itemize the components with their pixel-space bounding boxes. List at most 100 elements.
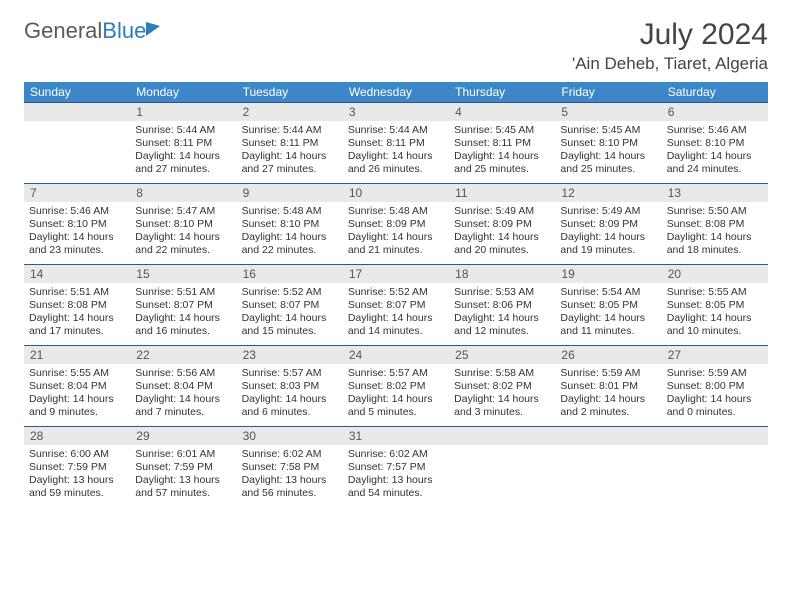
day-body: Sunrise: 5:54 AMSunset: 8:05 PMDaylight:… [555, 283, 661, 345]
daylight-line-1: Daylight: 13 hours [135, 474, 231, 487]
daylight-line-1: Daylight: 14 hours [454, 231, 550, 244]
sunrise-line: Sunrise: 5:55 AM [667, 286, 763, 299]
daylight-line-2: and 22 minutes. [242, 244, 338, 257]
day-body: Sunrise: 5:49 AMSunset: 8:09 PMDaylight:… [555, 202, 661, 264]
sunset-line: Sunset: 8:11 PM [348, 137, 444, 150]
sunset-line: Sunset: 8:04 PM [29, 380, 125, 393]
sunrise-line: Sunrise: 5:53 AM [454, 286, 550, 299]
sunset-line: Sunset: 8:07 PM [242, 299, 338, 312]
day-number: 6 [662, 103, 768, 121]
sunrise-line: Sunrise: 5:49 AM [454, 205, 550, 218]
sunset-line: Sunset: 8:05 PM [667, 299, 763, 312]
month-title: July 2024 [572, 18, 768, 52]
daylight-line-2: and 59 minutes. [29, 487, 125, 500]
daylight-line-1: Daylight: 14 hours [135, 150, 231, 163]
day-body: Sunrise: 5:44 AMSunset: 8:11 PMDaylight:… [130, 121, 236, 183]
day-number: 10 [343, 184, 449, 202]
day-number: 31 [343, 427, 449, 445]
logo: GeneralBlue [24, 18, 160, 44]
daylight-line-2: and 9 minutes. [29, 406, 125, 419]
dow-wednesday: Wednesday [343, 82, 449, 102]
sunrise-line: Sunrise: 5:50 AM [667, 205, 763, 218]
sunrise-line: Sunrise: 5:59 AM [560, 367, 656, 380]
day-body: Sunrise: 5:51 AMSunset: 8:07 PMDaylight:… [130, 283, 236, 345]
daylight-line-1: Daylight: 14 hours [242, 312, 338, 325]
daylight-line-2: and 7 minutes. [135, 406, 231, 419]
day-number [662, 427, 768, 445]
day-number: 5 [555, 103, 661, 121]
sunset-line: Sunset: 8:11 PM [454, 137, 550, 150]
day-number: 23 [237, 346, 343, 364]
day-number: 3 [343, 103, 449, 121]
daylight-line-2: and 11 minutes. [560, 325, 656, 338]
day-body-row: Sunrise: 5:55 AMSunset: 8:04 PMDaylight:… [24, 364, 768, 426]
day-body: Sunrise: 5:57 AMSunset: 8:02 PMDaylight:… [343, 364, 449, 426]
daylight-line-1: Daylight: 14 hours [667, 393, 763, 406]
logo-text: GeneralBlue [24, 18, 146, 44]
sunset-line: Sunset: 8:02 PM [348, 380, 444, 393]
day-body-row: Sunrise: 5:46 AMSunset: 8:10 PMDaylight:… [24, 202, 768, 264]
daylight-line-2: and 57 minutes. [135, 487, 231, 500]
daylight-line-1: Daylight: 14 hours [242, 150, 338, 163]
day-body-row: Sunrise: 5:44 AMSunset: 8:11 PMDaylight:… [24, 121, 768, 183]
day-body: Sunrise: 5:58 AMSunset: 8:02 PMDaylight:… [449, 364, 555, 426]
day-body: Sunrise: 5:55 AMSunset: 8:04 PMDaylight:… [24, 364, 130, 426]
day-number: 22 [130, 346, 236, 364]
day-number: 9 [237, 184, 343, 202]
sunrise-line: Sunrise: 5:54 AM [560, 286, 656, 299]
day-number: 15 [130, 265, 236, 283]
day-body: Sunrise: 5:59 AMSunset: 8:00 PMDaylight:… [662, 364, 768, 426]
day-body: Sunrise: 5:51 AMSunset: 8:08 PMDaylight:… [24, 283, 130, 345]
daylight-line-1: Daylight: 14 hours [29, 231, 125, 244]
daylight-line-1: Daylight: 13 hours [242, 474, 338, 487]
daylight-line-2: and 25 minutes. [560, 163, 656, 176]
day-body: Sunrise: 5:49 AMSunset: 8:09 PMDaylight:… [449, 202, 555, 264]
daylight-line-2: and 25 minutes. [454, 163, 550, 176]
title-block: July 2024 'Ain Deheb, Tiaret, Algeria [572, 18, 768, 74]
day-body: Sunrise: 5:52 AMSunset: 8:07 PMDaylight:… [237, 283, 343, 345]
day-body: Sunrise: 5:45 AMSunset: 8:11 PMDaylight:… [449, 121, 555, 183]
sunset-line: Sunset: 8:07 PM [348, 299, 444, 312]
day-body-row: Sunrise: 6:00 AMSunset: 7:59 PMDaylight:… [24, 445, 768, 507]
sunset-line: Sunset: 7:59 PM [29, 461, 125, 474]
sunset-line: Sunset: 8:04 PM [135, 380, 231, 393]
sunrise-line: Sunrise: 5:51 AM [135, 286, 231, 299]
day-body [24, 121, 130, 183]
sunset-line: Sunset: 8:10 PM [29, 218, 125, 231]
daylight-line-1: Daylight: 14 hours [560, 150, 656, 163]
daylight-line-1: Daylight: 14 hours [667, 231, 763, 244]
dow-monday: Monday [130, 82, 236, 102]
day-number: 14 [24, 265, 130, 283]
day-number: 2 [237, 103, 343, 121]
daylight-line-2: and 20 minutes. [454, 244, 550, 257]
day-number [449, 427, 555, 445]
daylight-line-1: Daylight: 14 hours [242, 231, 338, 244]
day-number: 17 [343, 265, 449, 283]
daylight-line-1: Daylight: 14 hours [135, 231, 231, 244]
daylight-line-2: and 24 minutes. [667, 163, 763, 176]
daylight-line-2: and 10 minutes. [667, 325, 763, 338]
day-number: 4 [449, 103, 555, 121]
sunset-line: Sunset: 8:10 PM [560, 137, 656, 150]
sunrise-line: Sunrise: 5:57 AM [242, 367, 338, 380]
day-number: 1 [130, 103, 236, 121]
daylight-line-1: Daylight: 13 hours [29, 474, 125, 487]
day-body-row: Sunrise: 5:51 AMSunset: 8:08 PMDaylight:… [24, 283, 768, 345]
day-number [555, 427, 661, 445]
week-block: 78910111213Sunrise: 5:46 AMSunset: 8:10 … [24, 183, 768, 264]
day-body: Sunrise: 6:02 AMSunset: 7:57 PMDaylight:… [343, 445, 449, 507]
sunset-line: Sunset: 8:03 PM [242, 380, 338, 393]
day-number: 25 [449, 346, 555, 364]
daylight-line-1: Daylight: 14 hours [348, 393, 444, 406]
logo-text-1: General [24, 18, 102, 43]
daylight-line-1: Daylight: 14 hours [29, 393, 125, 406]
day-number: 19 [555, 265, 661, 283]
daylight-line-2: and 18 minutes. [667, 244, 763, 257]
daylight-line-2: and 15 minutes. [242, 325, 338, 338]
sunset-line: Sunset: 8:06 PM [454, 299, 550, 312]
daylight-line-1: Daylight: 13 hours [348, 474, 444, 487]
sunrise-line: Sunrise: 6:02 AM [242, 448, 338, 461]
dow-header-row: Sunday Monday Tuesday Wednesday Thursday… [24, 82, 768, 102]
day-number: 28 [24, 427, 130, 445]
day-body: Sunrise: 5:44 AMSunset: 8:11 PMDaylight:… [343, 121, 449, 183]
